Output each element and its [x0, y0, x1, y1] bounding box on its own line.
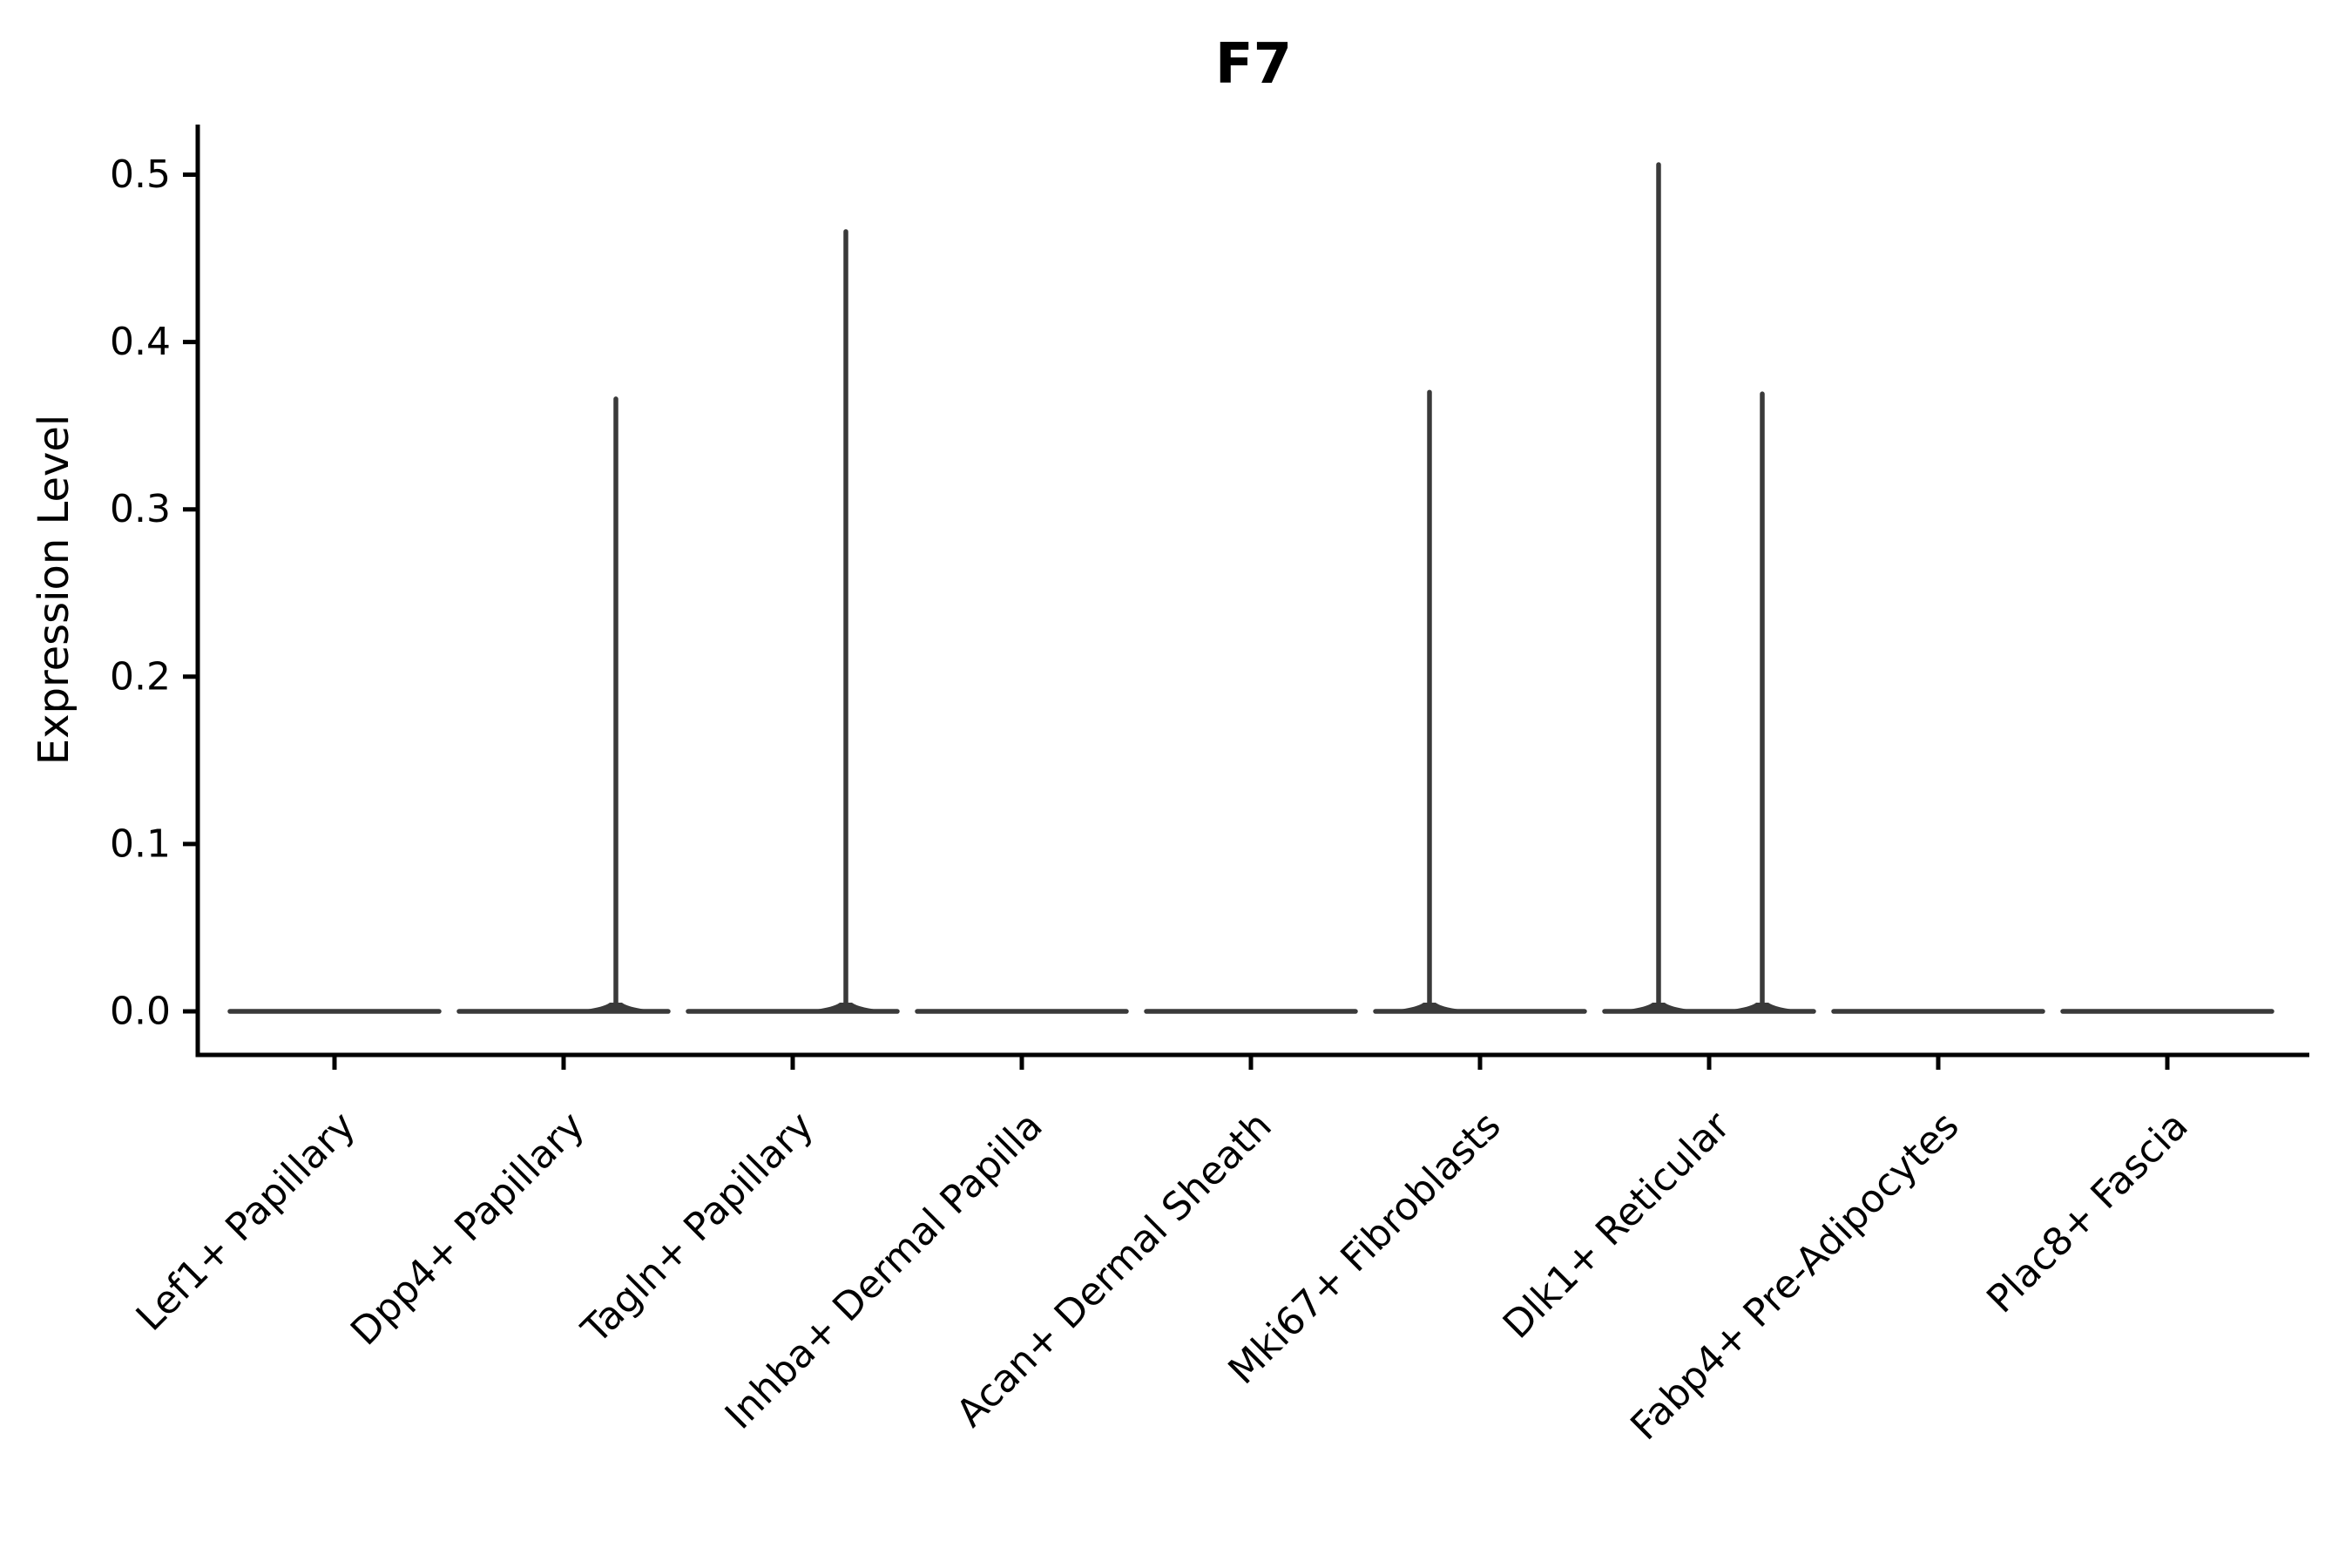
x-category-label: Lef1+ Papillary — [128, 1104, 364, 1340]
x-category-label: Dlk1+ Reticular — [1495, 1103, 1740, 1348]
x-category-label: Plac8+ Fascia — [1978, 1104, 2197, 1322]
y-axis-label: Expression Level — [30, 414, 78, 766]
y-tick-label: 0.1 — [110, 821, 171, 866]
y-tick-label: 0.5 — [110, 152, 171, 197]
y-tick-label: 0.0 — [110, 990, 171, 1034]
y-tick-label: 0.3 — [110, 487, 171, 531]
x-category-label: Tagln+ Papillary — [573, 1104, 822, 1353]
y-tick-label: 0.2 — [110, 654, 171, 699]
y-tick-label: 0.4 — [110, 320, 171, 364]
x-category-label: Dpp4+ Papillary — [342, 1104, 593, 1355]
chart-title: F7 — [1214, 32, 1293, 97]
